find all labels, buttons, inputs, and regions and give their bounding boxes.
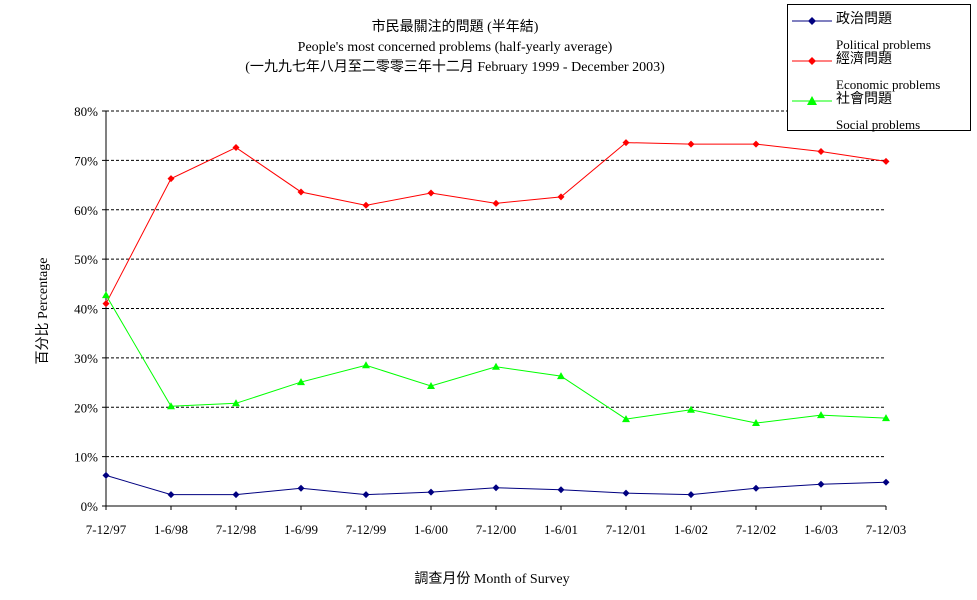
y-tick-label: 80% — [74, 104, 98, 119]
x-tick-label: 1-6/00 — [414, 522, 448, 537]
data-point — [882, 478, 890, 486]
series-economic — [102, 139, 890, 308]
chart-period: (一九九七年八月至二零零三年十二月 February 1999 - Decemb… — [245, 60, 665, 75]
data-point — [362, 201, 370, 209]
data-point — [817, 480, 825, 488]
data-point — [817, 147, 825, 155]
x-tick-label: 7-12/03 — [866, 522, 906, 537]
x-axis-label: 調查月份 Month of Survey — [414, 572, 570, 587]
y-tick-label: 70% — [74, 153, 98, 168]
data-point — [687, 405, 695, 413]
x-tick-label: 7-12/02 — [736, 522, 776, 537]
x-tick-label: 1-6/01 — [544, 522, 578, 537]
data-point — [687, 140, 695, 148]
x-tick-label: 1-6/98 — [154, 522, 188, 537]
legend-label-social: 社會問題 — [836, 92, 892, 107]
y-tick-label: 20% — [74, 400, 98, 415]
y-tick-label: 10% — [74, 450, 98, 465]
x-tick-label: 1-6/02 — [674, 522, 708, 537]
data-point — [102, 291, 110, 299]
data-point — [232, 491, 240, 499]
y-tick-label: 50% — [74, 252, 98, 267]
legend-label-social-en: Social problems — [836, 117, 921, 132]
data-point — [492, 199, 500, 207]
data-point — [362, 361, 370, 369]
data-point — [492, 362, 500, 370]
chart-title-block: 市民最關注的問題 (半年結) People's most concerned p… — [0, 18, 910, 78]
data-point — [557, 486, 565, 494]
y-tick-label: 40% — [74, 302, 98, 317]
data-point — [752, 419, 760, 427]
y-tick-label: 60% — [74, 203, 98, 218]
y-tick-label: 0% — [81, 499, 99, 514]
data-point — [102, 300, 110, 308]
data-point — [557, 372, 565, 380]
data-point — [557, 193, 565, 201]
data-point — [752, 484, 760, 492]
data-point — [817, 411, 825, 419]
legend-item-political: 政治問題 Political problems — [788, 11, 972, 53]
x-tick-label: 7-12/98 — [216, 522, 256, 537]
legend-swatch-political — [792, 17, 832, 25]
data-point — [102, 471, 110, 479]
series-social — [102, 291, 890, 427]
legend-label-political-en: Political problems — [836, 37, 931, 52]
data-point — [622, 139, 630, 147]
data-point — [232, 144, 240, 152]
data-point — [622, 415, 630, 423]
axes — [102, 110, 887, 510]
data-point — [362, 491, 370, 499]
legend: 政治問題 Political problems 經濟問題 Economic pr… — [787, 4, 972, 133]
data-point — [752, 140, 760, 148]
legend-label-political: 政治問題 — [836, 12, 892, 27]
data-point — [297, 188, 305, 196]
data-point — [882, 157, 890, 165]
data-point — [167, 402, 175, 410]
data-point — [687, 491, 695, 499]
data-point — [427, 382, 435, 390]
data-point — [167, 491, 175, 499]
data-point — [297, 378, 305, 386]
data-point — [297, 484, 305, 492]
legend-swatch-social — [792, 96, 832, 105]
series-line — [105, 142, 887, 304]
data-point — [882, 414, 890, 422]
legend-item-economic: 經濟問題 Economic problems — [788, 51, 972, 93]
y-axis-label: 百分比 Percentage — [36, 257, 51, 365]
data-point — [492, 484, 500, 492]
data-point — [167, 175, 175, 183]
x-tick-label: 7-12/01 — [606, 522, 646, 537]
data-point — [427, 189, 435, 197]
y-tick-label: 30% — [74, 351, 98, 366]
chart-subtitle: People's most concerned problems (half-y… — [297, 40, 613, 55]
series-lines — [102, 139, 890, 499]
data-point — [622, 489, 630, 497]
data-point — [427, 488, 435, 496]
series-political — [102, 471, 890, 499]
tick-labels: 0% 10% 20% 30% 40% 50% 60% 70% 80% 7-12/97 1-6/98 7… — [74, 104, 906, 537]
x-tick-label: 7-12/97 — [86, 522, 127, 537]
x-tick-label: 7-12/99 — [346, 522, 386, 537]
legend-label-economic-en: Economic problems — [836, 77, 941, 92]
series-line — [105, 294, 887, 424]
chart-title: 市民最關注的問題 (半年結) — [371, 20, 539, 35]
gridlines — [106, 110, 886, 458]
data-point — [232, 399, 240, 407]
x-tick-label: 1-6/03 — [804, 522, 838, 537]
legend-label-economic: 經濟問題 — [836, 52, 892, 67]
x-tick-label: 1-6/99 — [284, 522, 318, 537]
legend-swatch-economic — [792, 57, 832, 65]
legend-item-social: 社會問題 Social problems — [788, 91, 972, 133]
x-tick-label: 7-12/00 — [476, 522, 516, 537]
